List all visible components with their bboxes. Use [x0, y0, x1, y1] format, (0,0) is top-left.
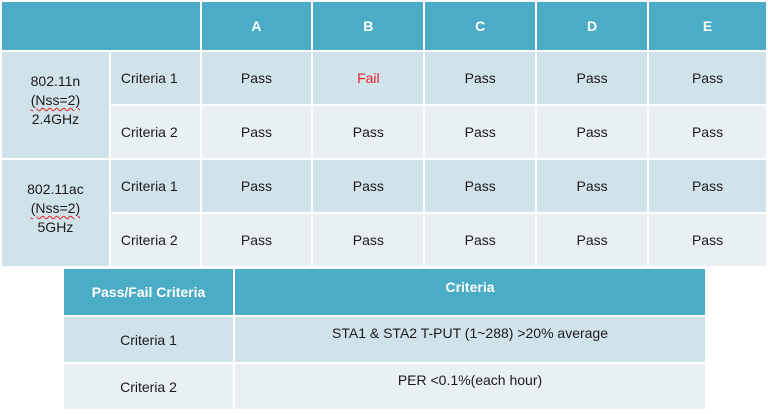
criteria-description: PER <0.1%(each hour) — [234, 362, 705, 409]
result-cell: Pass — [424, 50, 538, 105]
standard-line: (Nss=2) — [30, 92, 81, 108]
table-row: Criteria 2 Pass Pass Pass Pass Pass — [2, 212, 766, 266]
criteria-label: Criteria 2 — [109, 104, 202, 159]
result-cell: Pass — [648, 212, 766, 266]
criteria-description: STA1 & STA2 T-PUT (1~288) >20% average — [234, 315, 705, 363]
table-row: 802.11ac (Nss=2) 5GHz Criteria 1 Pass Pa… — [2, 158, 766, 266]
result-cell: Pass — [312, 212, 426, 266]
result-cell: Pass — [424, 104, 538, 159]
standard-line: (Nss=2) — [30, 200, 81, 216]
result-cell: Pass — [424, 158, 538, 213]
table-row: Criteria 2 PER <0.1%(each hour) — [64, 362, 705, 409]
result-cell: Pass — [312, 104, 426, 159]
criteria-name: Criteria 1 — [64, 315, 235, 363]
result-cell: Pass — [536, 50, 650, 105]
standard-line: 802.11n — [30, 73, 81, 89]
criteria-label: Criteria 1 — [109, 50, 202, 105]
standard-cell-802-11n: 802.11n (Nss=2) 2.4GHz — [2, 50, 111, 159]
result-cell: Pass — [536, 104, 650, 159]
criteria-label: Criteria 1 — [109, 158, 202, 213]
result-cell: Pass — [648, 50, 766, 105]
result-cell: Pass — [200, 50, 314, 105]
column-header-a: A — [200, 2, 314, 51]
result-cell: Pass — [648, 158, 766, 213]
table-row: Criteria 1 STA1 & STA2 T-PUT (1~288) >20… — [64, 315, 705, 363]
standard-line: 5GHz — [37, 219, 74, 235]
column-header-e: E — [648, 2, 766, 51]
criteria-header-right: Criteria — [234, 269, 705, 316]
result-cell: Pass — [648, 104, 766, 159]
criteria-header-left: Pass/Fail Criteria — [64, 269, 235, 316]
result-cell: Pass — [536, 212, 650, 266]
results-header-row: A B C D E — [2, 2, 766, 51]
results-corner-cell — [2, 2, 202, 51]
column-header-b: B — [312, 2, 426, 51]
result-cell: Pass — [200, 158, 314, 213]
column-header-c: C — [424, 2, 538, 51]
result-cell: Pass — [312, 158, 426, 213]
result-cell: Pass — [424, 212, 538, 266]
column-header-d: D — [536, 2, 650, 51]
criteria-label: Criteria 2 — [109, 212, 202, 266]
criteria-name: Criteria 2 — [64, 362, 235, 409]
table-row: Criteria 2 Pass Pass Pass Pass Pass — [2, 104, 766, 159]
standard-line: 802.11ac — [27, 181, 84, 197]
standard-cell-802-11ac: 802.11ac (Nss=2) 5GHz — [2, 158, 111, 266]
result-cell: Pass — [200, 104, 314, 159]
criteria-table: Pass/Fail Criteria Criteria Criteria 1 S… — [64, 269, 705, 409]
results-table: A B C D E 802.11n (Nss=2) 2.4GHz Criteri… — [2, 2, 766, 266]
criteria-header-row: Pass/Fail Criteria Criteria — [64, 269, 705, 316]
result-cell: Pass — [200, 212, 314, 266]
standard-line: 2.4GHz — [31, 111, 80, 127]
table-row: 802.11n (Nss=2) 2.4GHz Criteria 1 Pass F… — [2, 50, 766, 159]
result-cell: Pass — [536, 158, 650, 213]
result-cell-fail: Fail — [312, 50, 426, 105]
